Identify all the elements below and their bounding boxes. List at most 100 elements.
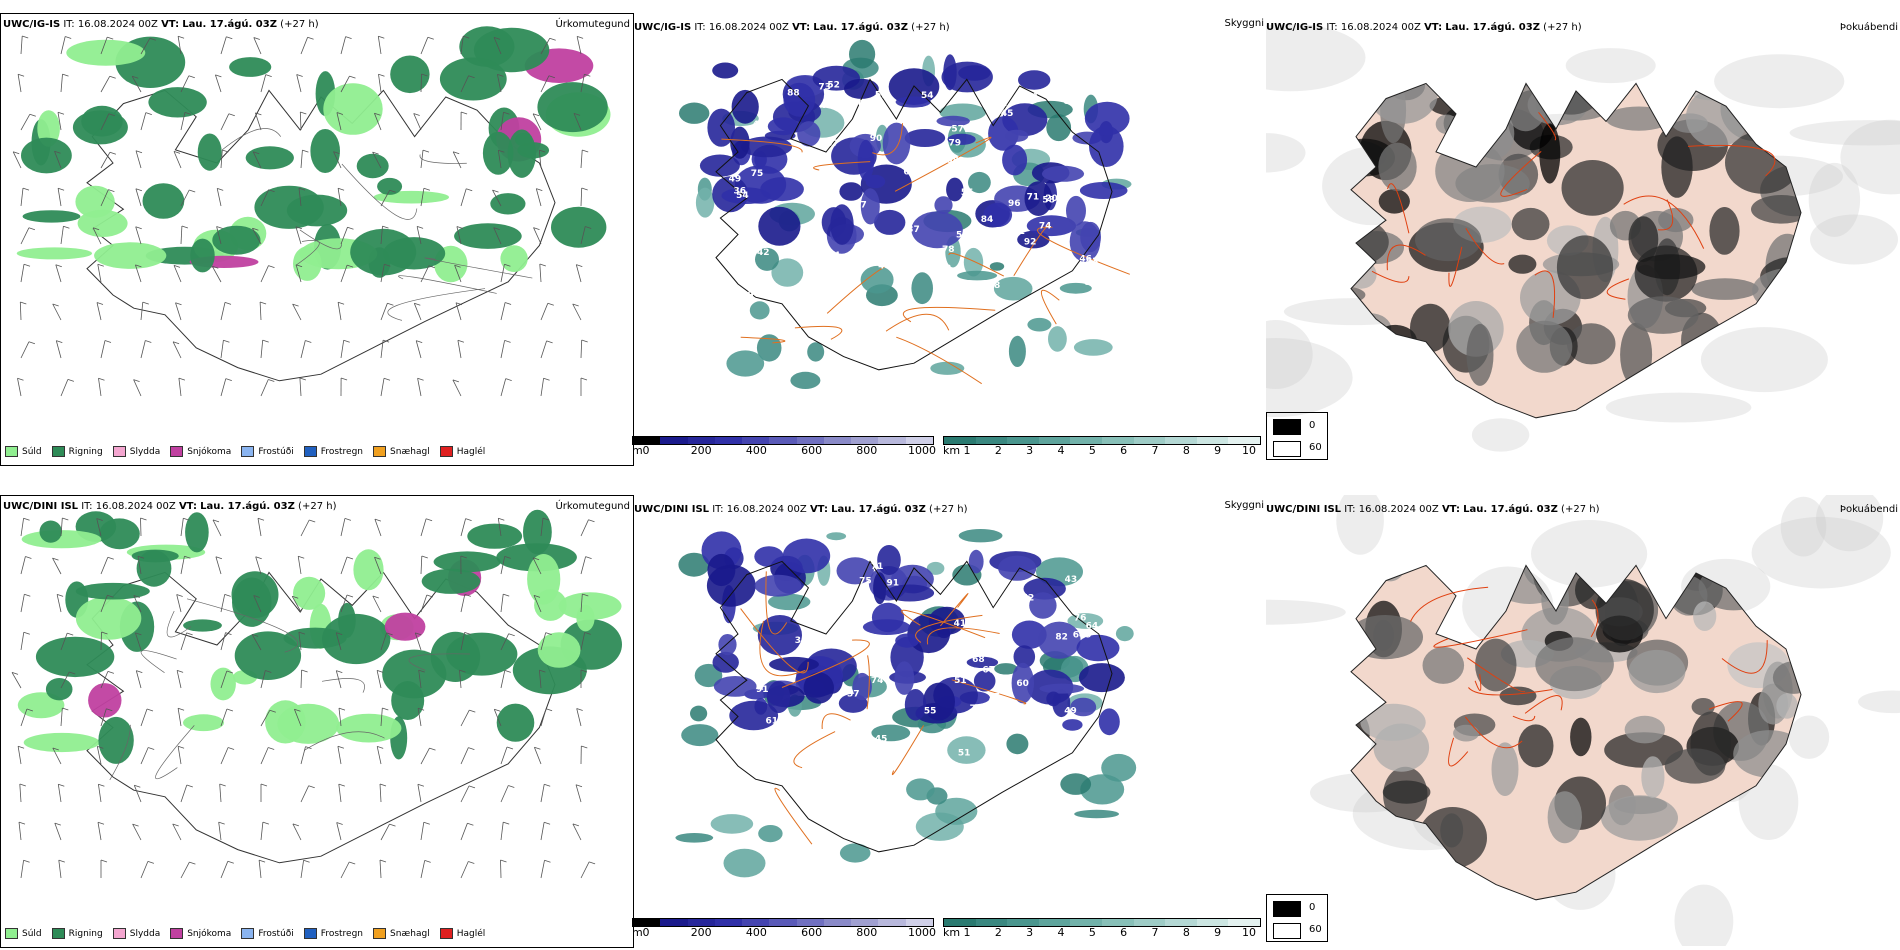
fog-index-area xyxy=(1397,565,1460,567)
wind-barb xyxy=(300,746,312,765)
precip-area xyxy=(353,549,384,591)
wind-barb xyxy=(540,783,551,803)
cloud-base-area xyxy=(894,661,915,695)
wind-barb xyxy=(300,519,316,537)
cloud-base-area xyxy=(754,546,784,567)
low-visibility-area xyxy=(963,247,984,277)
wind-barb xyxy=(180,517,190,537)
fog-panel-1: UWC/IG-IS IT: 16.08.2024 00Z VT: Lau. 17… xyxy=(1266,13,1900,464)
wind-barb xyxy=(417,707,425,727)
wind-barb xyxy=(500,340,511,359)
fog-index-area xyxy=(1508,254,1537,274)
wind-barb xyxy=(460,822,474,841)
wind-barb xyxy=(340,36,352,55)
cloud-base-area xyxy=(758,206,801,246)
wind-barb xyxy=(377,35,385,55)
coastline xyxy=(715,560,1113,853)
fog-index-area xyxy=(1504,83,1563,87)
fog-haze xyxy=(1788,715,1830,759)
cloud-base-area xyxy=(907,613,951,654)
low-visibility-area xyxy=(947,736,986,764)
fog-panel-2: UWC/DINI ISL IT: 16.08.2024 00Z VT: Lau.… xyxy=(1266,495,1900,946)
low-visibility-area xyxy=(906,778,935,801)
legend-swatch xyxy=(303,928,317,939)
cloud-base-area xyxy=(923,682,955,721)
colorbar-tick: 5 xyxy=(1088,444,1096,457)
fog-index-area xyxy=(1475,638,1517,692)
wind-barb xyxy=(538,149,546,169)
road-line xyxy=(1500,151,1542,197)
wind-barb xyxy=(18,821,26,841)
road-line xyxy=(1410,586,1489,622)
colorbar-tick: 9 xyxy=(1214,444,1222,457)
wind-barb xyxy=(493,708,502,727)
colorbar-unit: m xyxy=(632,444,643,457)
low-visibility-area xyxy=(758,825,783,843)
visibility-label: 71 xyxy=(1027,193,1040,203)
low-visibility-area xyxy=(675,833,714,843)
wind-barb xyxy=(20,113,36,131)
wind-barb xyxy=(180,555,191,575)
wind-barb xyxy=(215,556,223,575)
panel-header: UWC/DINI ISL IT: 16.08.2024 00Z VT: Lau.… xyxy=(1266,504,1600,515)
low-visibility-area xyxy=(911,272,933,305)
wind-barb xyxy=(374,518,382,537)
road-line xyxy=(794,325,843,340)
road-line xyxy=(1468,687,1553,696)
cloud-base-area xyxy=(706,564,756,607)
legend-label: Haglél xyxy=(456,928,486,939)
legend-item: Snæhagl xyxy=(373,928,430,939)
wind-barb xyxy=(220,339,230,359)
visibility-label: 87 xyxy=(826,139,839,149)
wind-barb xyxy=(140,340,152,359)
colorbar-tick: 7 xyxy=(1151,444,1159,457)
wind-barb xyxy=(173,265,182,283)
precip-area xyxy=(66,39,146,66)
precip-type-panel-2: UWC/DINI ISL IT: 16.08.2024 00Z VT: Lau.… xyxy=(0,495,634,948)
colorbar-km-2: km 1 2 3 4 5 6 7 8 9 10 xyxy=(943,918,1263,942)
precip-area xyxy=(35,636,115,678)
wind-barb xyxy=(413,302,422,321)
wind-barb xyxy=(19,783,26,803)
road-line xyxy=(891,725,925,776)
wind-barb xyxy=(140,747,155,765)
wind-barb xyxy=(135,264,142,283)
road-line xyxy=(155,725,195,780)
cloud-base-area xyxy=(712,62,739,79)
road-line xyxy=(221,128,282,151)
cloud-base-area xyxy=(911,211,963,249)
colorbar-m-2: m 0 200 400 600 800 1000 xyxy=(632,918,936,942)
wind-barb xyxy=(260,783,268,802)
precip-area xyxy=(148,87,207,118)
wind-barb xyxy=(215,74,222,93)
wind-barb xyxy=(257,517,265,537)
fog-legend-1: 0 60 xyxy=(1266,412,1328,460)
road-line xyxy=(740,608,809,674)
wind-barb xyxy=(294,708,302,727)
precip-area xyxy=(197,133,222,171)
precip-area xyxy=(490,193,526,215)
wind-barb xyxy=(576,708,583,727)
cloud-base-area xyxy=(973,670,996,692)
wind-barb xyxy=(298,187,306,207)
road-line xyxy=(793,731,836,769)
colorbar-tick: 0 xyxy=(642,444,650,457)
visibility-label: 43 xyxy=(827,609,840,619)
road-line xyxy=(1040,289,1060,325)
cloud-base-area xyxy=(1076,634,1120,662)
cloud-base-area xyxy=(767,681,791,714)
fog-map-1 xyxy=(1266,23,1900,452)
wind-barb xyxy=(580,669,588,688)
fog-index-area xyxy=(1453,724,1480,742)
wind-barb xyxy=(418,669,425,689)
fog-index-area xyxy=(1810,610,1832,652)
colorbar-unit: km xyxy=(943,926,961,939)
legend-item: Snæhagl xyxy=(373,446,430,457)
wind-barb xyxy=(299,377,307,397)
colorbar-tick: 4 xyxy=(1057,444,1065,457)
fog-haze xyxy=(1789,120,1900,146)
fog-index-area xyxy=(1435,140,1505,202)
cloud-base-area xyxy=(1023,577,1066,600)
precip-area xyxy=(183,714,224,732)
